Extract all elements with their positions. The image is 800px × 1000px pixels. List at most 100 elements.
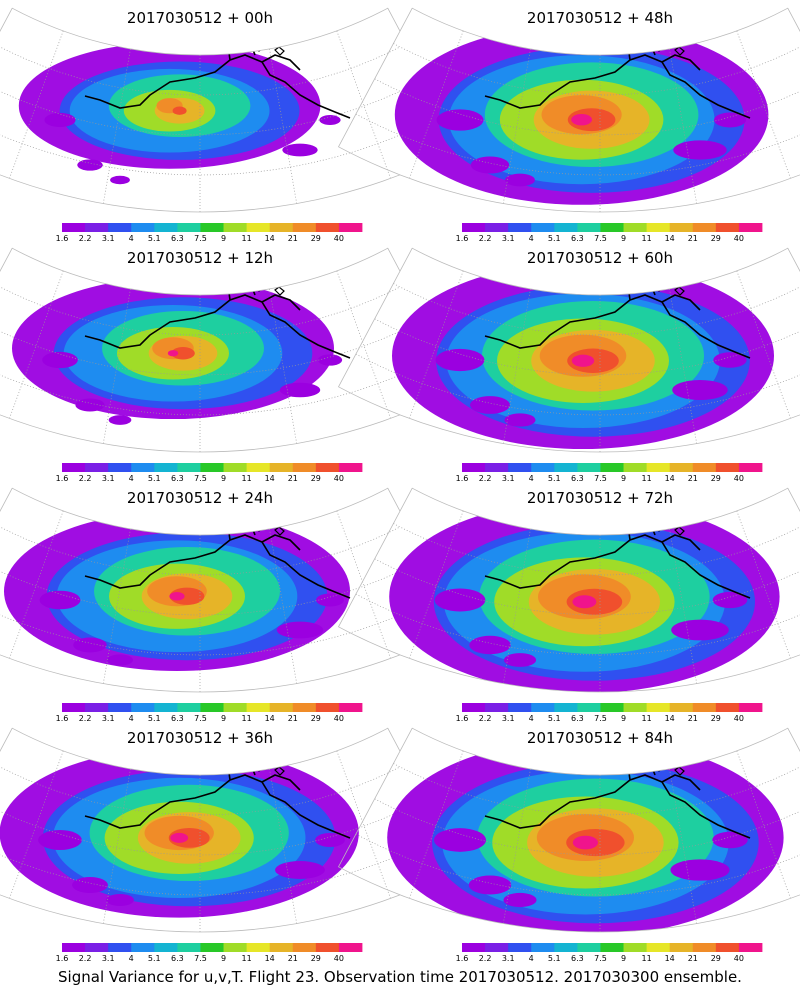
colorbar-swatch: [462, 223, 486, 232]
colorbar-swatch: [669, 223, 694, 232]
colorbar-tick-label: 14: [265, 954, 275, 963]
colorbar-tick-label: 1.6: [56, 474, 69, 483]
colorbar-swatch: [623, 223, 648, 232]
colorbar-swatch: [269, 943, 294, 952]
colorbar-swatch: [646, 223, 671, 232]
colorbar-swatch: [154, 703, 178, 712]
colorbar-swatch: [200, 943, 224, 952]
colorbar-swatch: [508, 463, 532, 472]
colorbar-tick-label: 11: [242, 954, 252, 963]
colorbar-tick-label: 11: [642, 474, 652, 483]
colorbar-swatch: [246, 463, 271, 472]
longitude-line: [336, 510, 391, 659]
colorbar-tick-label: 7.5: [194, 954, 207, 963]
map-panel: 2017030512 + 84h 1.6 2.2 3.1 4 5.1 6.3 7.5 9 11 14…: [337, 727, 800, 963]
longitude-line: [409, 270, 464, 419]
latitude-line: [393, 523, 800, 576]
colorbar-tick-label: 4: [529, 714, 534, 723]
map-panel: 2017030512 + 48h 1.6 2.2 3.1 4 5.1 6.3 7.5 9 11 14…: [337, 7, 800, 243]
variance-patch: [110, 175, 130, 185]
variance-contour: [571, 354, 595, 367]
latitude-line: [0, 763, 407, 816]
colorbar-swatch: [554, 703, 578, 712]
colorbar-tick-label: 9: [621, 234, 626, 243]
colorbar-tick-label: 3.1: [502, 954, 515, 963]
colorbar-swatch: [508, 703, 532, 712]
variance-field: [0, 270, 445, 453]
map-boundary: [337, 247, 800, 453]
colorbar-tick-label: 7.5: [194, 714, 207, 723]
colorbar-swatch: [108, 463, 132, 472]
coastline: [84, 517, 351, 599]
colorbar-swatch: [485, 943, 509, 952]
colorbar-tick-label: 11: [642, 234, 652, 243]
colorbar-tick-label: 9: [221, 234, 226, 243]
panel-title: 2017030512 + 36h: [127, 729, 273, 747]
colorbar-tick-label: 3.1: [102, 234, 115, 243]
variance-field: [355, 24, 800, 213]
colorbar-tick-label: 3.1: [502, 234, 515, 243]
colorbar-swatch: [646, 943, 671, 952]
colorbar-tick-label: 6.3: [571, 714, 584, 723]
colorbar-swatch: [246, 943, 271, 952]
longitude-line: [736, 510, 791, 659]
colorbar-tick-label: 7.5: [594, 714, 607, 723]
variance-patch: [319, 115, 341, 125]
latitude-line: [374, 558, 800, 616]
variance-field: [0, 510, 445, 693]
colorbar-tick-label: 29: [711, 234, 721, 243]
variance-patch: [713, 352, 747, 368]
variance-patch: [433, 828, 487, 852]
colorbar-swatch: [462, 463, 486, 472]
colorbar-swatch: [131, 943, 155, 952]
longitude-line: [269, 528, 298, 684]
variance-field: [355, 500, 800, 693]
colorbar-swatch: [269, 703, 294, 712]
colorbar-swatch: [62, 223, 86, 232]
longitude-line: [502, 528, 531, 684]
longitude-line: [9, 270, 64, 419]
colorbar-tick-label: 21: [288, 954, 298, 963]
colorbar-tick-label: 1.6: [456, 474, 469, 483]
colorbar-swatch: [223, 463, 248, 472]
colorbar-swatch: [269, 463, 294, 472]
longitude-line: [336, 270, 391, 419]
colorbar-swatch: [292, 463, 317, 472]
longitude-line: [336, 750, 391, 899]
variance-patch: [275, 861, 325, 879]
colorbar-tick-label: 7.5: [594, 234, 607, 243]
colorbar-tick-label: 4: [129, 474, 134, 483]
longitude-line: [502, 288, 531, 444]
colorbar-tick-label: 9: [621, 954, 626, 963]
variance-patch: [469, 635, 511, 655]
panel-title: 2017030512 + 00h: [127, 9, 273, 27]
colorbar-tick-label: 3.1: [102, 474, 115, 483]
colorbar-swatch: [554, 943, 578, 952]
colorbar-tick-label: 1.6: [456, 954, 469, 963]
colorbar-swatch: [315, 463, 340, 472]
variance-field: [0, 748, 445, 933]
colorbar: 1.6 2.2 3.1 4 5.1 6.3 7.5 9 11 14 21 29 40: [456, 943, 763, 963]
colorbar-swatch: [200, 703, 224, 712]
colorbar-tick-label: 5.1: [548, 714, 561, 723]
variance-patch: [503, 892, 537, 908]
colorbar-tick-label: 6.3: [171, 474, 184, 483]
colorbar: 1.6 2.2 3.1 4 5.1 6.3 7.5 9 11 14 21 29 40: [56, 223, 363, 243]
colorbar-tick-label: 5.1: [148, 234, 161, 243]
colorbar-tick-label: 21: [688, 954, 698, 963]
colorbar-tick-label: 11: [242, 714, 252, 723]
colorbar-swatch: [669, 943, 694, 952]
colorbar-tick-label: 9: [221, 954, 226, 963]
colorbar-tick-label: 5.1: [148, 474, 161, 483]
longitude-line: [102, 528, 131, 684]
colorbar-swatch: [154, 943, 178, 952]
colorbar-tick-label: 1.6: [56, 234, 69, 243]
colorbar-swatch: [692, 703, 717, 712]
colorbar-swatch: [154, 223, 178, 232]
longitude-line: [102, 288, 131, 444]
latitude-line: [355, 593, 800, 656]
colorbar-tick-label: 3.1: [502, 474, 515, 483]
latitude-line: [0, 558, 426, 616]
colorbar-swatch: [577, 223, 601, 232]
longitude-line: [502, 768, 531, 924]
